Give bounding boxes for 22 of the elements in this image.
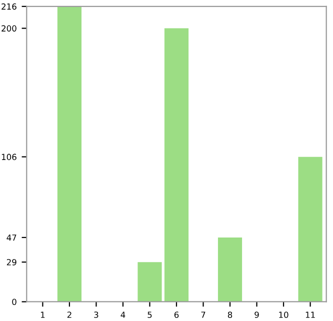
x-tick-label: 1 (40, 312, 45, 318)
x-tick-label: 2 (67, 312, 72, 318)
bar (164, 28, 189, 302)
bar (218, 237, 242, 302)
bar (57, 6, 82, 302)
x-tick-label: 9 (254, 312, 259, 318)
x-tick-label: 10 (279, 312, 288, 318)
x-tick-label: 6 (174, 312, 179, 318)
x-tick-label: 7 (201, 312, 206, 318)
x-tick-label: 5 (148, 312, 152, 318)
y-tick-label: 106 (2, 154, 16, 160)
bar (298, 156, 322, 302)
y-tick-label: 0 (12, 298, 16, 306)
x-tick-label: 3 (94, 312, 98, 318)
y-tick-label: 29 (6, 259, 16, 266)
x-tick-label: 8 (228, 312, 232, 318)
y-tick-label: 200 (2, 25, 16, 32)
y-tick-label: 47 (6, 234, 16, 241)
bar (138, 262, 162, 302)
y-tick-label: 216 (2, 3, 16, 10)
x-tick-label: 11 (306, 312, 315, 318)
x-tick-label: 4 (120, 312, 126, 318)
